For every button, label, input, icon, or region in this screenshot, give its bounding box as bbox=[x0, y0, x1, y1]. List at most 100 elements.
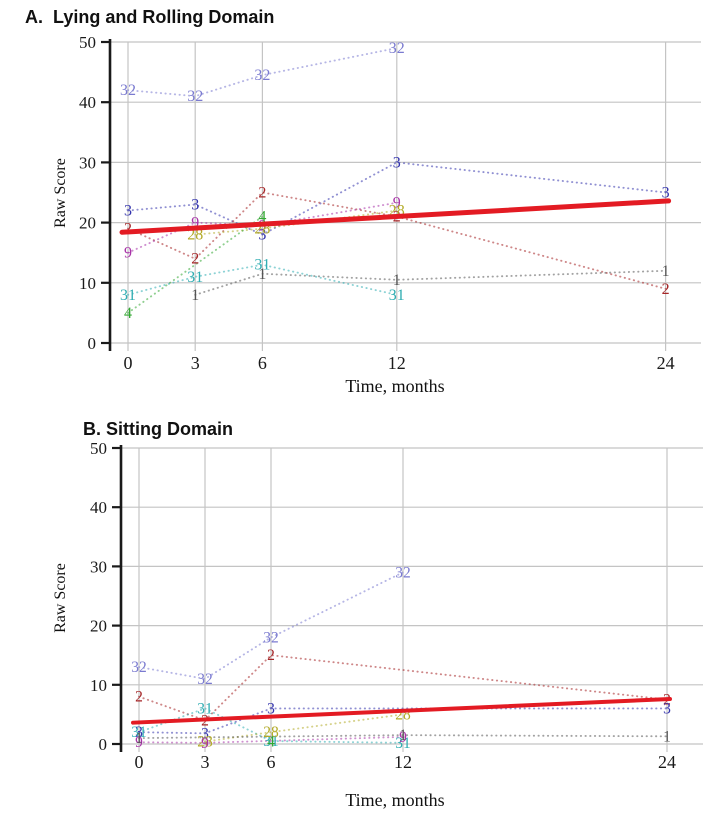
svg-text:20: 20 bbox=[90, 617, 107, 636]
chart-a-xlabel: Time, months bbox=[345, 376, 445, 396]
svg-text:31: 31 bbox=[395, 735, 411, 752]
series-2-line bbox=[138, 654, 668, 722]
svg-text:32: 32 bbox=[187, 88, 203, 105]
svg-text:1: 1 bbox=[399, 727, 407, 744]
series-3-line bbox=[127, 161, 667, 236]
series-32-line bbox=[127, 47, 398, 98]
svg-text:3: 3 bbox=[393, 154, 401, 171]
svg-text:20: 20 bbox=[79, 214, 96, 233]
svg-text:2: 2 bbox=[258, 185, 266, 202]
svg-text:9: 9 bbox=[201, 735, 209, 752]
trend-line bbox=[131, 697, 672, 725]
svg-text:32: 32 bbox=[120, 82, 136, 99]
svg-text:0: 0 bbox=[124, 353, 133, 373]
gridlines bbox=[121, 447, 703, 752]
svg-text:28: 28 bbox=[263, 724, 279, 741]
y-axis bbox=[101, 39, 112, 351]
svg-text:3: 3 bbox=[267, 700, 275, 717]
series-1-labels: 1 1 1 bbox=[135, 727, 671, 747]
svg-text:4: 4 bbox=[124, 305, 132, 322]
svg-text:2: 2 bbox=[662, 281, 670, 298]
svg-text:6: 6 bbox=[258, 353, 267, 373]
svg-text:6: 6 bbox=[267, 752, 276, 772]
svg-text:9: 9 bbox=[393, 195, 401, 212]
svg-text:0: 0 bbox=[88, 334, 97, 353]
svg-text:40: 40 bbox=[90, 498, 107, 517]
svg-text:12: 12 bbox=[394, 752, 412, 772]
svg-text:40: 40 bbox=[79, 93, 96, 112]
svg-text:10: 10 bbox=[90, 676, 107, 695]
svg-text:32: 32 bbox=[131, 659, 147, 676]
svg-text:31: 31 bbox=[254, 257, 270, 274]
svg-text:3: 3 bbox=[201, 752, 210, 772]
svg-text:24: 24 bbox=[657, 353, 675, 373]
svg-text:31: 31 bbox=[120, 287, 136, 304]
svg-text:28: 28 bbox=[197, 734, 213, 751]
svg-text:2: 2 bbox=[267, 647, 275, 664]
svg-text:30: 30 bbox=[90, 557, 107, 576]
series-9-labels: 9 9 9 bbox=[135, 729, 407, 752]
svg-text:2: 2 bbox=[124, 221, 132, 238]
chart-a-title: A. Lying and Rolling Domain bbox=[25, 7, 275, 27]
svg-text:3: 3 bbox=[662, 185, 670, 202]
gridlines bbox=[110, 41, 701, 351]
svg-text:1: 1 bbox=[663, 728, 671, 745]
svg-text:31: 31 bbox=[197, 700, 213, 717]
svg-text:32: 32 bbox=[395, 564, 411, 581]
svg-text:32: 32 bbox=[254, 67, 270, 84]
chart-b-title: B. Sitting Domain bbox=[83, 419, 233, 439]
svg-text:1: 1 bbox=[393, 272, 401, 289]
series-3-labels: 3 3 3 3 3 bbox=[124, 154, 670, 243]
svg-text:0: 0 bbox=[135, 752, 144, 772]
svg-text:3: 3 bbox=[191, 353, 200, 373]
svg-text:12: 12 bbox=[388, 353, 406, 373]
x-tick-labels: 0 3 6 12 24 bbox=[124, 353, 675, 373]
svg-text:31: 31 bbox=[263, 733, 279, 750]
svg-text:50: 50 bbox=[79, 33, 96, 52]
svg-text:24: 24 bbox=[658, 752, 676, 772]
svg-text:32: 32 bbox=[263, 629, 279, 646]
svg-text:9: 9 bbox=[191, 215, 199, 232]
series-1-labels: 1 1 1 1 bbox=[191, 263, 669, 304]
trend-line bbox=[119, 198, 672, 235]
svg-text:30: 30 bbox=[79, 153, 96, 172]
svg-text:9: 9 bbox=[135, 734, 143, 751]
y-axis bbox=[112, 445, 123, 752]
svg-text:1: 1 bbox=[258, 266, 266, 283]
svg-text:3: 3 bbox=[201, 725, 209, 742]
svg-text:4: 4 bbox=[267, 734, 275, 751]
svg-text:3: 3 bbox=[258, 227, 266, 244]
chart-a-plot: 0102030405003612243232323233333222229999… bbox=[79, 33, 701, 373]
series-1-line bbox=[194, 269, 667, 296]
svg-text:10: 10 bbox=[79, 274, 96, 293]
series-9-line bbox=[138, 735, 404, 744]
chart-b-plot: 0102030405003612243232323222223131313133… bbox=[90, 439, 703, 772]
svg-text:50: 50 bbox=[90, 439, 107, 458]
svg-text:3: 3 bbox=[135, 724, 143, 741]
series-31-line bbox=[127, 263, 398, 296]
svg-text:3: 3 bbox=[191, 197, 199, 214]
series-3-labels: 3 3 3 3 bbox=[135, 700, 671, 742]
series-32-line bbox=[138, 571, 404, 680]
series-32-labels: 32 32 32 32 bbox=[120, 40, 405, 105]
svg-text:1: 1 bbox=[662, 263, 670, 280]
svg-text:32: 32 bbox=[197, 671, 213, 688]
svg-text:2: 2 bbox=[135, 689, 143, 706]
y-tick-labels: 0 10 20 30 40 50 bbox=[79, 33, 96, 353]
series-28-line bbox=[204, 713, 404, 743]
svg-text:1: 1 bbox=[191, 287, 199, 304]
svg-text:1: 1 bbox=[135, 730, 143, 747]
y-tick-labels: 0 10 20 30 40 50 bbox=[90, 439, 107, 754]
series-32-labels: 32 32 32 32 bbox=[131, 564, 411, 688]
series-1-line bbox=[138, 734, 668, 740]
svg-text:4: 4 bbox=[258, 209, 266, 226]
svg-text:2: 2 bbox=[191, 251, 199, 268]
svg-text:28: 28 bbox=[187, 227, 203, 244]
svg-text:32: 32 bbox=[389, 40, 405, 57]
x-tick-labels: 0 3 6 12 24 bbox=[135, 752, 677, 772]
svg-text:3: 3 bbox=[124, 203, 132, 220]
svg-text:31: 31 bbox=[187, 269, 203, 286]
